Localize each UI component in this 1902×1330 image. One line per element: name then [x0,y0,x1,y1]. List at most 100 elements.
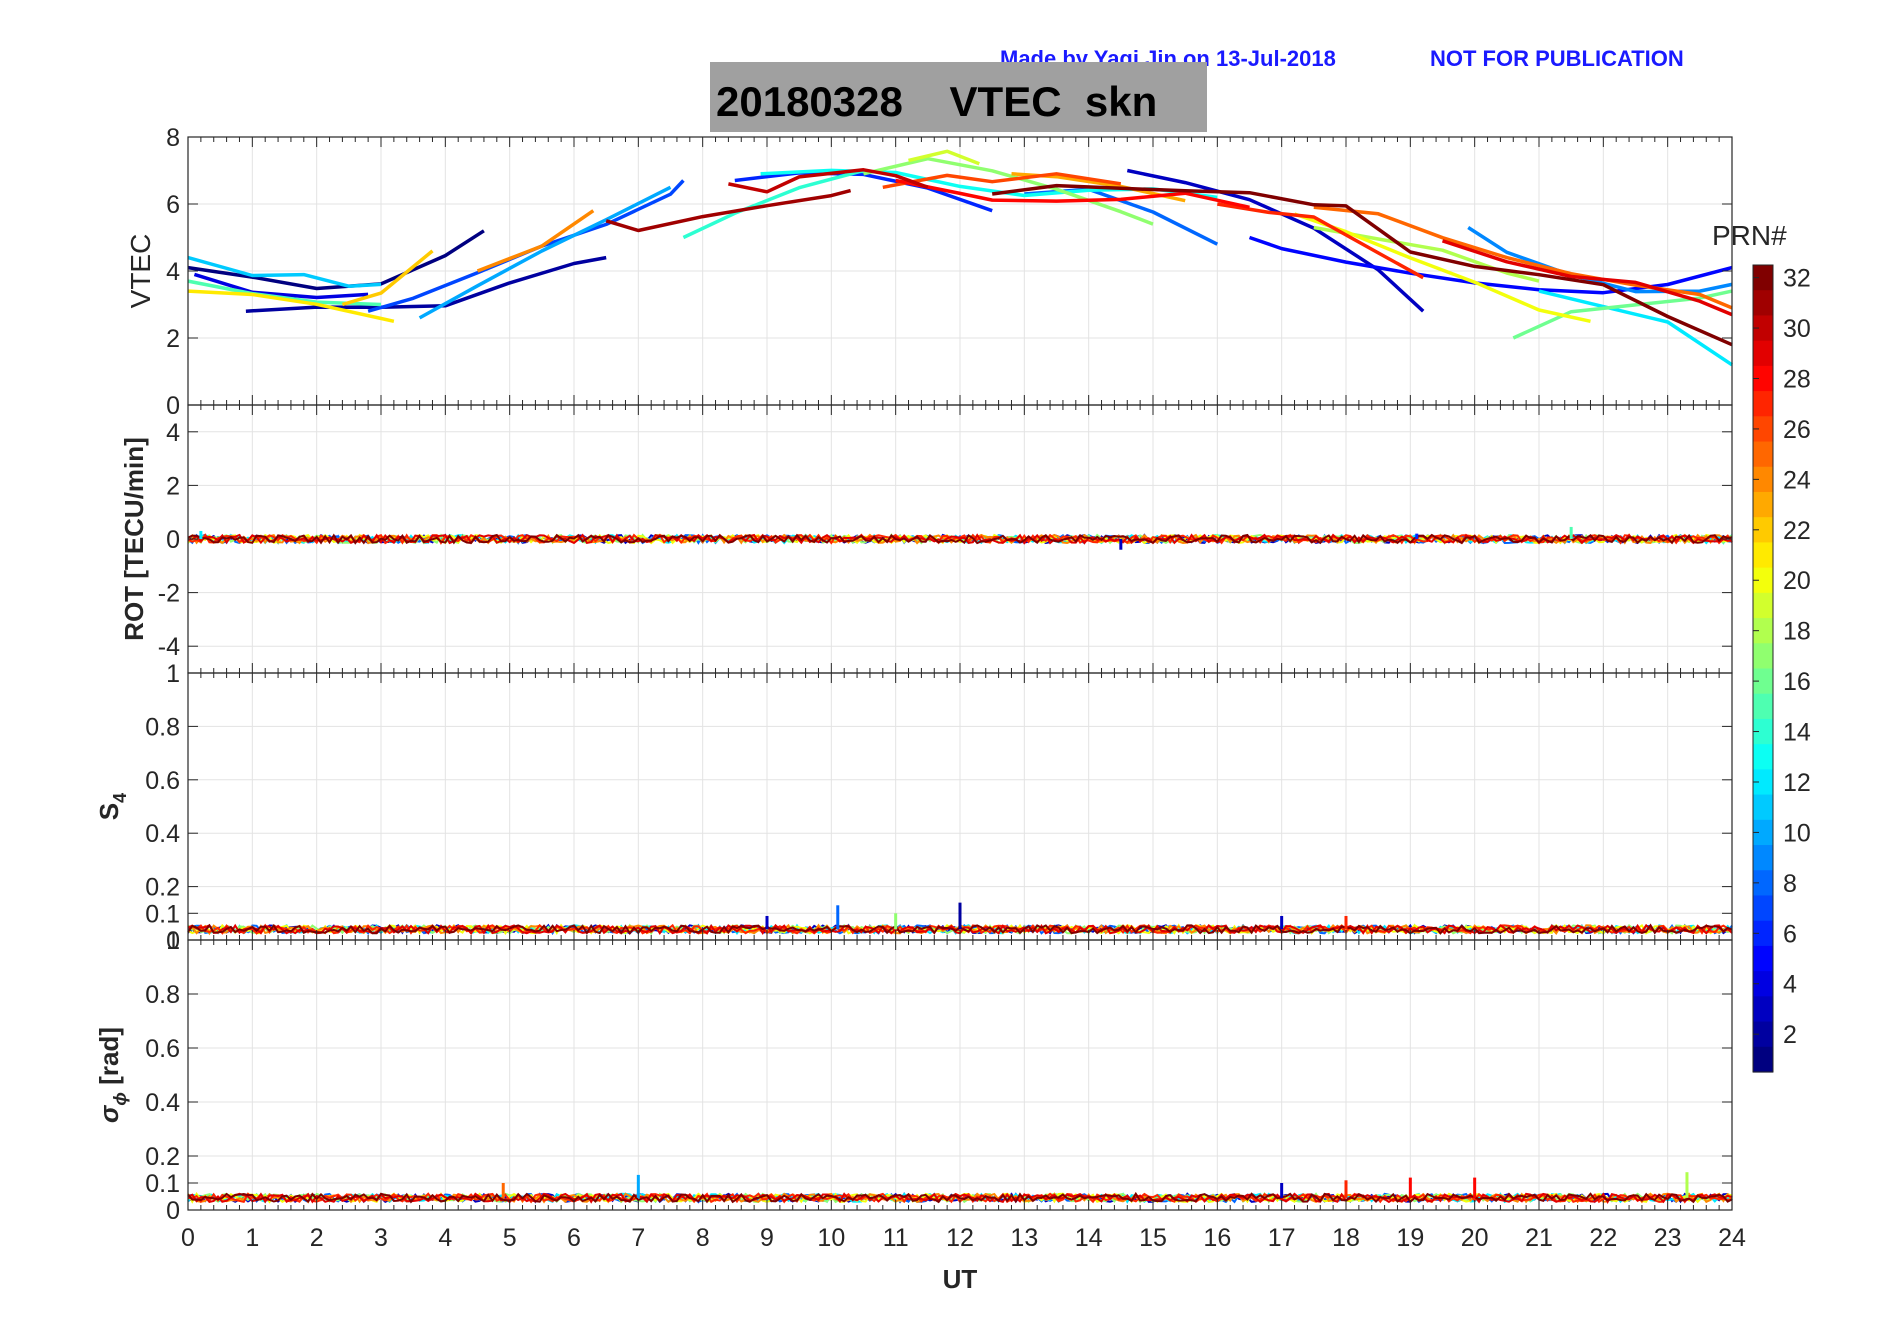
rot-trace-prn-32 [187,533,1733,545]
y-tick-label: 0.4 [145,820,180,848]
colorbar-swatch-15 [1753,693,1773,720]
data-vtec [187,149,1733,367]
x-tick-label: 0 [181,1224,195,1252]
y-tick-label: 0.6 [145,1035,180,1063]
colorbar-tick-label: 16 [1783,668,1811,696]
colorbar-title: PRN# [1712,220,1787,251]
colorbar-swatch-9 [1753,845,1773,871]
colorbar-swatch-23 [1753,491,1773,518]
vtec-series-prn-30 [728,168,929,194]
x-tick-label: 16 [1203,1224,1231,1252]
colorbar-tick-label: 32 [1783,265,1811,293]
grid-vtec [187,136,1733,406]
x-tick-label: 21 [1525,1224,1553,1252]
colorbar-swatch-21 [1753,542,1773,569]
y-tick-label: 6 [166,191,180,219]
y-ticks-sigma: 00.10.20.40.60.81 [145,927,1732,1225]
colorbar-tick-label: 2 [1783,1021,1797,1049]
x-tick-label: 18 [1332,1224,1360,1252]
panel-s4: 00.10.2 0.4 0.6 0.8 1 S4 [94,660,1733,955]
x-tick-label: 12 [946,1224,974,1252]
vtec-series-prn-11 [187,255,382,288]
colorbar-tick-label: 30 [1783,315,1811,343]
colorbar-swatch-25 [1753,441,1773,468]
colorbar-swatch-11 [1753,794,1773,821]
vtec-series-prn-24 [476,209,595,273]
x-tick-label: 15 [1139,1224,1167,1252]
colorbar-tick-label: 20 [1783,567,1811,595]
grid-rot [187,405,1733,673]
y-tick-label: 0 [166,392,180,420]
y-axis-label-s4: S4 [94,793,130,820]
chart-title: 20180328 VTEC skn [716,78,1157,125]
y-axis-label-vtec: VTEC [125,234,156,309]
x-tick-label: 11 [883,1224,909,1252]
x-tick-labels: 0 1 2 3 4 5 6 7 8 9 10 11 12 13 14 15 16 17 18 19 20 21 22 23 24 [181,1224,1746,1252]
x-axis-label: UT [943,1264,978,1294]
colorbar-swatch-16 [1753,668,1773,695]
x-tick-label: 4 [438,1224,452,1252]
x-tick-label: 2 [310,1224,324,1252]
colorbar-swatch-17 [1753,643,1773,670]
y-tick-label: -4 [158,633,180,661]
x-ticks-rot [187,405,1733,673]
colorbar-swatch-31 [1753,290,1773,317]
colorbar-swatch-24 [1753,466,1773,493]
y-tick-label: 0.1 [145,900,180,928]
panel-vtec: 0 2 4 6 8 VTEC [125,124,1733,420]
y-tick-label: 0.4 [145,1089,180,1117]
x-tick-label: 17 [1268,1224,1296,1252]
vtec-series-prn-32 [991,183,1733,347]
y-tick-label: 8 [166,124,180,152]
y-axis-label-rot: ROT [TECU/min] [119,437,149,641]
y-tick-label: 1 [166,660,180,688]
colorbar-swatch-30 [1753,315,1773,342]
colorbar-tick-label: 12 [1783,769,1811,797]
vtec-series-prn-16 [1512,289,1733,340]
y-tick-label: 0.8 [145,981,180,1009]
colorbar-swatch-19 [1753,592,1773,619]
colorbar-swatch-14 [1753,718,1773,745]
y-tick-label: 4 [166,419,180,447]
y-axis-label-sigma: σϕ [rad] [94,1027,130,1123]
y-tick-label: 4 [166,258,180,286]
y-ticks-rot: -4 -2 0 2 4 [158,419,1732,661]
y-tick-label: 0.2 [145,1143,180,1171]
colorbar-swatch-5 [1753,945,1773,972]
colorbar-swatch-4 [1753,971,1773,997]
y-tick-label: 0 [166,526,180,554]
x-ticks-s4 [187,673,1733,940]
colorbar-tick-label: 6 [1783,920,1797,948]
x-tick-label: 3 [374,1224,388,1252]
colorbar-swatch-8 [1753,870,1773,897]
colorbar-swatch-26 [1753,416,1773,443]
colorbar-swatch-29 [1753,340,1773,367]
x-tick-label: 9 [760,1224,774,1252]
vtec-series-prn-26 [882,172,1122,190]
colorbar-tick-label: 14 [1783,719,1811,747]
vtec-series-prn-25 [1313,205,1733,310]
data-rot [187,526,1733,550]
colorbar-swatch-18 [1753,618,1773,644]
vtec-series-prn-12 [1538,289,1733,367]
x-tick-label: 1 [245,1224,259,1252]
vtec-series-prn-22 [341,249,434,307]
x-tick-label: 22 [1589,1224,1617,1252]
colorbar-swatch-22 [1753,517,1773,544]
vtec-series-prn-4 [193,272,369,300]
x-tick-label: 23 [1654,1224,1682,1252]
colorbar-swatch-20 [1753,567,1773,594]
not-for-publication-text: NOT FOR PUBLICATION [1430,46,1684,71]
colorbar-swatch-28 [1753,365,1773,392]
x-ticks-sigma [187,940,1733,1210]
colorbar-swatch-32 [1753,265,1773,291]
x-tick-label: 19 [1396,1224,1424,1252]
vtec-series-prn-2 [245,255,607,313]
vtec-series-prn-27 [1217,202,1425,280]
vtec-series-prn-17 [863,156,1154,226]
colorbar-tick-label: 4 [1783,971,1797,999]
x-tick-label: 5 [503,1224,517,1252]
